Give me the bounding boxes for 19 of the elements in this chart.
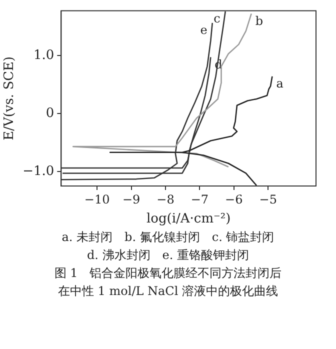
y-tick-label: −1.0 <box>22 164 54 179</box>
series-label: b <box>255 14 264 28</box>
x-tick-label: −5 <box>259 192 277 206</box>
y-tick-label: 0 <box>46 106 54 121</box>
y-axis-title: E/V(vs. SCE) <box>2 56 18 140</box>
x-tick-label: −10 <box>84 192 110 206</box>
series-label: a <box>276 76 284 90</box>
x-tick-label: −6 <box>225 192 243 206</box>
x-axis-title: log(i/A·cm⁻²) <box>146 212 231 227</box>
series-label: c <box>214 12 221 26</box>
series-label: e <box>200 23 208 38</box>
x-tick-label: −8 <box>156 192 174 206</box>
text: 在中性 1 mol/L NaCl 溶液中的极化曲线 <box>56 283 280 300</box>
x-tick-label: −9 <box>122 192 140 206</box>
caption: 图 1 铝合金阳极氧化膜经不同方法封闭后 <box>53 265 283 282</box>
text: d. 沸水封闭 e. 重铬酸钾封闭 <box>86 247 250 264</box>
x-tick-label: −7 <box>190 192 209 206</box>
y-tick-label: 1.0 <box>33 48 54 63</box>
text: a. 未封闭 b. 氟化镍封闭 c. 铈盐封闭 <box>60 229 276 246</box>
